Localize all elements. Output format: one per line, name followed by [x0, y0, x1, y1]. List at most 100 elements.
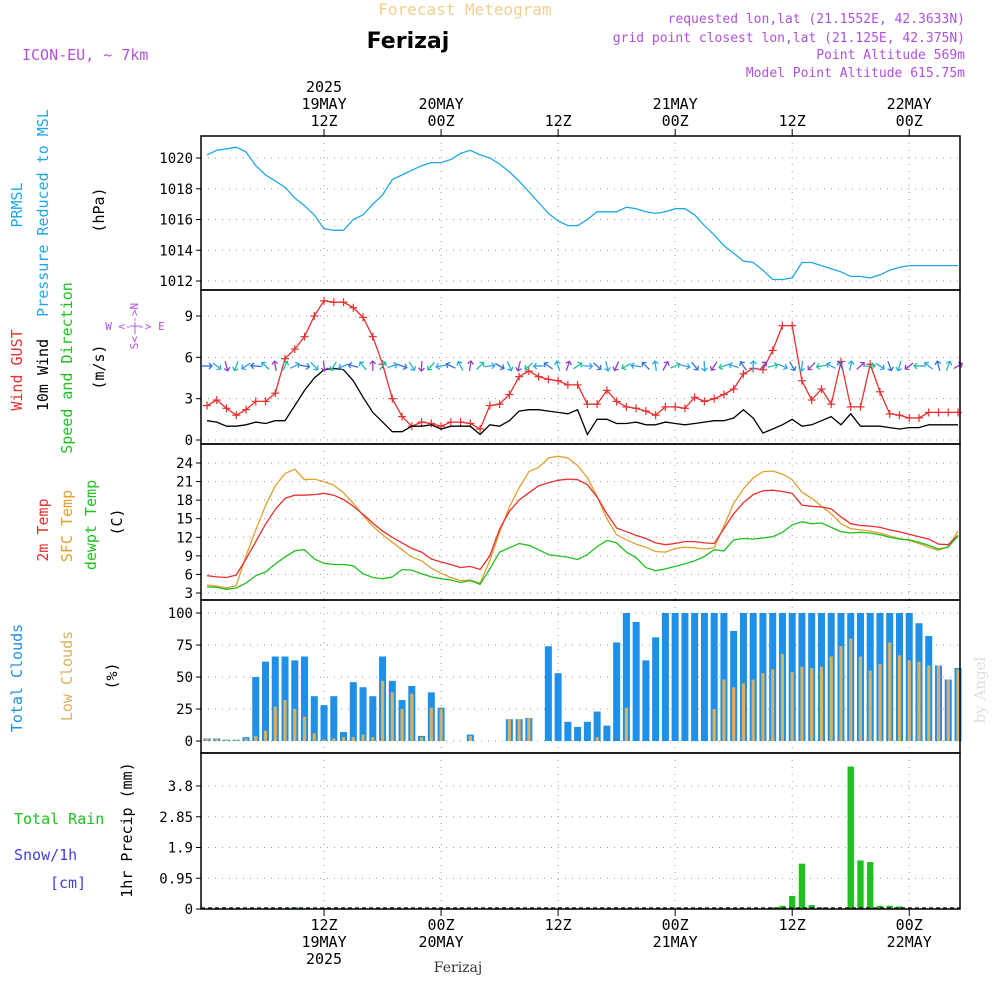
- wind-direction-arrow: [271, 361, 279, 372]
- arrow-shaft: [711, 362, 717, 370]
- wind-direction-arrow: [309, 360, 320, 371]
- low-clouds-bar: [332, 738, 335, 741]
- low-clouds-bar: [283, 700, 286, 741]
- wind-ytick-label: 0: [185, 433, 193, 449]
- arrow-shaft: [360, 362, 366, 370]
- top-time-label: 2025: [306, 78, 342, 96]
- low-clouds-bar: [878, 664, 881, 741]
- arrow-shaft: [213, 363, 221, 369]
- arrow-shaft: [865, 366, 875, 367]
- temp-panel-label: (C): [108, 508, 126, 535]
- wind-direction-arrow: [640, 360, 651, 371]
- arrow-shaft: [544, 363, 552, 369]
- arrow-shaft: [573, 363, 581, 369]
- arrow-shaft: [593, 363, 601, 369]
- wind-direction-arrow: [418, 361, 425, 371]
- temp-panel-frame: [201, 444, 960, 600]
- low-clouds-bar: [518, 719, 521, 741]
- total-clouds-bar: [691, 613, 698, 741]
- arrow-shaft: [421, 361, 422, 371]
- wind-direction-arrow: [923, 361, 935, 372]
- wind-panel-label: Wind GUST: [8, 329, 26, 410]
- pressure-ytick-label: 1020: [159, 151, 193, 167]
- wind-direction-arrow: [728, 362, 739, 371]
- wind-direction-arrow: [787, 360, 797, 372]
- wind-direction-arrow: [825, 361, 837, 371]
- low-clouds-bar: [352, 737, 355, 741]
- low-clouds-bar: [722, 680, 725, 741]
- total-clouds-bar: [360, 687, 367, 741]
- wind-ytick-label: 6: [185, 350, 193, 366]
- bottom-time-label: 12Z: [779, 916, 806, 934]
- low-clouds-bar: [830, 657, 833, 741]
- low-clouds-bar: [810, 668, 813, 741]
- low-clouds-bar: [742, 683, 745, 741]
- low-clouds-bar: [732, 687, 735, 741]
- wind-direction-arrow: [387, 362, 398, 371]
- low-clouds-bar: [205, 738, 208, 741]
- precip-panel-label: Snow/1h: [14, 846, 77, 864]
- wind-panel-label: (m/s): [90, 344, 108, 389]
- wind-direction-arrow: [572, 361, 584, 372]
- clouds-panel-label: Total Clouds: [8, 624, 26, 732]
- low-clouds-bar: [391, 692, 394, 741]
- low-clouds-bar: [820, 667, 823, 741]
- low-clouds-bar: [303, 717, 306, 741]
- wind-direction-arrow: [679, 362, 690, 370]
- temp-ytick-label: 21: [176, 475, 193, 491]
- top-time-label: 12Z: [545, 112, 572, 130]
- low-clouds-bar: [244, 738, 247, 741]
- arrow-shaft: [691, 362, 697, 370]
- rain-bar: [789, 896, 795, 909]
- low-clouds-bar: [322, 740, 325, 741]
- low-clouds-bar: [956, 669, 959, 741]
- temp-ytick-label: 9: [185, 549, 193, 565]
- wind-direction-arrow: [806, 360, 817, 371]
- wind-direction-arrow: [709, 360, 720, 372]
- wind-direction-arrow: [855, 360, 866, 371]
- arrow-shaft: [582, 366, 592, 367]
- clouds-ytick-label: 0: [185, 734, 193, 750]
- low-clouds-bar: [752, 680, 755, 741]
- low-clouds-bar: [839, 646, 842, 741]
- total-clouds-bar: [603, 726, 610, 741]
- wind-direction-arrow: [202, 363, 212, 369]
- wind-direction-arrow: [621, 361, 633, 371]
- total-clouds-bar: [574, 727, 581, 741]
- temp-panel-label: SFC Temp: [58, 490, 76, 562]
- low-clouds-bar: [342, 737, 345, 741]
- low-clouds-bar: [625, 708, 628, 741]
- low-clouds-bar: [761, 673, 764, 741]
- low-clouds-bar: [508, 719, 511, 741]
- arrow-shaft: [428, 362, 435, 370]
- top-time-label: 12Z: [310, 112, 337, 130]
- total-clouds-bar: [564, 722, 571, 741]
- top-time-label: 00Z: [896, 112, 923, 130]
- precip-panel-frame: [201, 753, 960, 909]
- total-clouds-bar: [584, 722, 591, 741]
- total-clouds-bar: [662, 613, 669, 741]
- wind-direction-arrow: [396, 361, 407, 370]
- wind-direction-arrow: [377, 360, 388, 372]
- arrow-shaft: [857, 363, 865, 370]
- total-clouds-bar: [330, 696, 337, 741]
- rain-bar: [867, 862, 873, 909]
- total-clouds-bar: [652, 637, 659, 741]
- precip-ytick-label: 0: [185, 902, 193, 918]
- wind-direction-arrow: [358, 360, 369, 372]
- low-clouds-bar: [235, 740, 238, 741]
- top-time-label: 00Z: [662, 112, 689, 130]
- arrow-shaft: [262, 363, 269, 370]
- series-layer: [201, 147, 964, 909]
- low-clouds-bar: [927, 665, 930, 741]
- low-clouds-bar: [781, 654, 784, 741]
- low-clouds-bar: [869, 671, 872, 741]
- bottom-time-label: 19MAY: [301, 933, 346, 951]
- low-clouds-bar: [713, 709, 716, 741]
- total-clouds-bar: [594, 712, 601, 741]
- temp-ytick-label: 24: [176, 456, 193, 472]
- arrow-shaft: [808, 362, 815, 369]
- low-clouds-bar: [430, 708, 433, 741]
- wind-direction-arrow: [591, 360, 603, 371]
- low-clouds-bar: [888, 642, 891, 741]
